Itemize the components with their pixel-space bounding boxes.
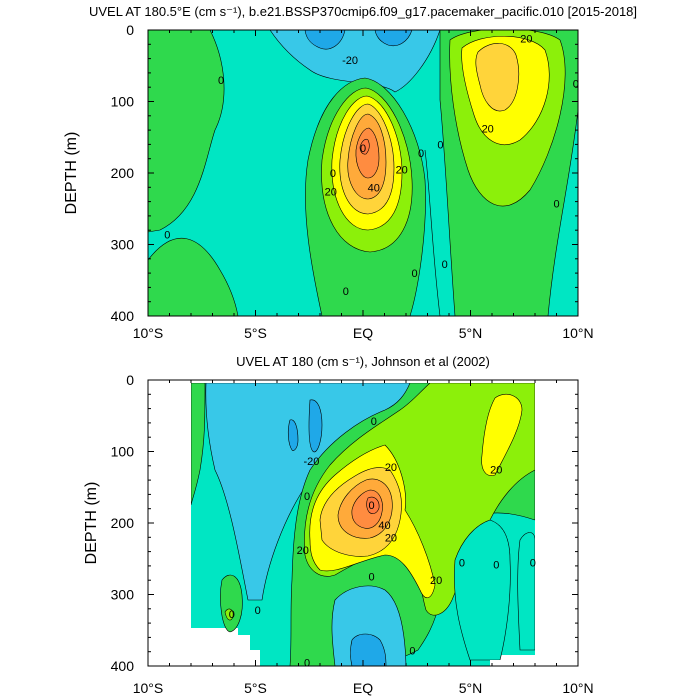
contour-label: 0: [369, 572, 375, 584]
contour-label: 0: [459, 557, 465, 569]
contour-label: 0: [442, 259, 448, 271]
contour-label: 20: [325, 187, 337, 199]
x-tick-label: 10°S: [133, 680, 164, 696]
missing-data-mask-right-bottom: [490, 380, 578, 666]
negative-pool-inner-top: [304, 30, 346, 50]
contour-label: 20: [430, 575, 442, 587]
contour-label: 0: [369, 500, 375, 512]
negative-core-bottom-a: [308, 399, 323, 453]
y-tick-label: 200: [111, 515, 135, 531]
contour-label: 0: [304, 491, 310, 503]
y-axis-title-top: DEPTH (m): [63, 132, 80, 215]
panel-top: UVEL AT 180.5°E (cm s⁻¹), b.e21.BSSP370c…: [63, 4, 637, 341]
positive-patch-left-bottom: [190, 382, 206, 506]
contour-label: 20: [490, 464, 502, 476]
contour-label: 0: [360, 143, 366, 155]
contour-label: 0: [330, 168, 336, 180]
y-tick-label: 100: [111, 94, 135, 110]
contour-label: 0: [409, 645, 415, 657]
y-tick-labels-bottom: 0 100 200 300 400: [111, 372, 135, 674]
cyan-corridor-right-bottom: [454, 519, 511, 661]
y-tick-label: 400: [111, 658, 135, 674]
contour-labels-top: -20 20 0 0 0 0 0 0 0 0 0 0 0 20 20 40 20: [164, 34, 579, 298]
y-tick-label: 400: [111, 308, 135, 324]
contour-label: 20: [482, 124, 494, 136]
x-tick-label: 5°N: [459, 325, 483, 341]
contour-label: -20: [303, 456, 319, 468]
positive-band-left-top: [148, 30, 225, 233]
contour-label: 0: [164, 229, 170, 241]
contour-corridor-top: [424, 149, 441, 316]
euc-core-top: [355, 127, 380, 179]
x-tick-label: 5°S: [244, 325, 267, 341]
panel-title-bottom: UVEL AT 180 (cm s⁻¹), Johnson et al (200…: [236, 354, 490, 369]
cyan-corridor-right-inner-bottom: [517, 532, 536, 651]
ticks-bottom: [147, 379, 579, 667]
contour-label: 0: [437, 139, 443, 151]
positive-yellow-ne-bottom: [481, 394, 523, 476]
contour-label: 20: [385, 532, 397, 544]
contour-label: 0: [229, 609, 235, 621]
y-tick-label: 0: [126, 372, 134, 388]
contour-label: 20: [396, 164, 408, 176]
negative-core-bottom-b: [287, 419, 299, 451]
contour-label: 40: [378, 520, 390, 532]
x-tick-label: 10°N: [562, 680, 593, 696]
x-tick-label: 5°N: [459, 680, 483, 696]
contour-label: -20: [342, 55, 358, 67]
negative-pool-inner2-top: [374, 30, 413, 47]
y-tick-label: 0: [126, 22, 134, 38]
x-tick-label: EQ: [353, 680, 373, 696]
panel-bottom: UVEL AT 180 (cm s⁻¹), Johnson et al (200…: [83, 354, 594, 696]
contour-label: 0: [255, 605, 261, 617]
negative-deep-inner-bottom: [350, 633, 387, 666]
x-tick-label: 10°N: [562, 325, 593, 341]
positive-max-bottom: [366, 496, 380, 514]
plot-area-top: [148, 30, 578, 316]
y-tick-label: 300: [111, 587, 135, 603]
contour-label: 0: [553, 199, 559, 211]
contour-label: 0: [493, 559, 499, 571]
euc-max-top: [359, 138, 370, 155]
x-tick-label: 10°S: [133, 325, 164, 341]
y-tick-label: 200: [111, 165, 135, 181]
positive-patch-lowleft-inner-bottom: [224, 608, 234, 621]
x-tick-label: 5°S: [244, 680, 267, 696]
contour-label: 0: [343, 286, 349, 298]
y-tick-labels-top: 0 100 200 300 400: [111, 22, 135, 324]
y-tick-label: 300: [111, 237, 135, 253]
y-axis-title-bottom: DEPTH (m): [83, 482, 100, 565]
contour-label: 0: [304, 657, 310, 669]
contour-label: 0: [371, 416, 377, 428]
x-tick-labels-top: 10°S 5°S EQ 5°N 10°N: [133, 325, 594, 341]
contour-label: 0: [573, 79, 579, 91]
negative-deep-bottom: [331, 585, 407, 666]
jet-north-gold-top: [475, 43, 519, 112]
positive-band-lower-left-top: [148, 237, 239, 316]
positive-patch-lowleft-bottom: [220, 574, 243, 633]
x-tick-labels-bottom: 10°S 5°S EQ 5°N 10°N: [133, 680, 594, 696]
x-tick-label: EQ: [353, 325, 373, 341]
contour-label: 20: [297, 545, 309, 557]
panel-title-top: UVEL AT 180.5°E (cm s⁻¹), b.e21.BSSP370c…: [89, 4, 637, 19]
contour-label: 0: [218, 75, 224, 87]
ticks-top: [147, 29, 579, 317]
missing-data-mask-bottom: [148, 380, 260, 666]
contour-label: 20: [520, 34, 532, 46]
plot-area-bottom: [148, 380, 578, 666]
contour-label: 0: [412, 268, 418, 280]
contour-label: 40: [368, 182, 380, 194]
contour-label: 0: [418, 148, 424, 160]
y-tick-label: 100: [111, 444, 135, 460]
contour-label: 20: [385, 462, 397, 474]
contour-label: 0: [530, 557, 536, 569]
